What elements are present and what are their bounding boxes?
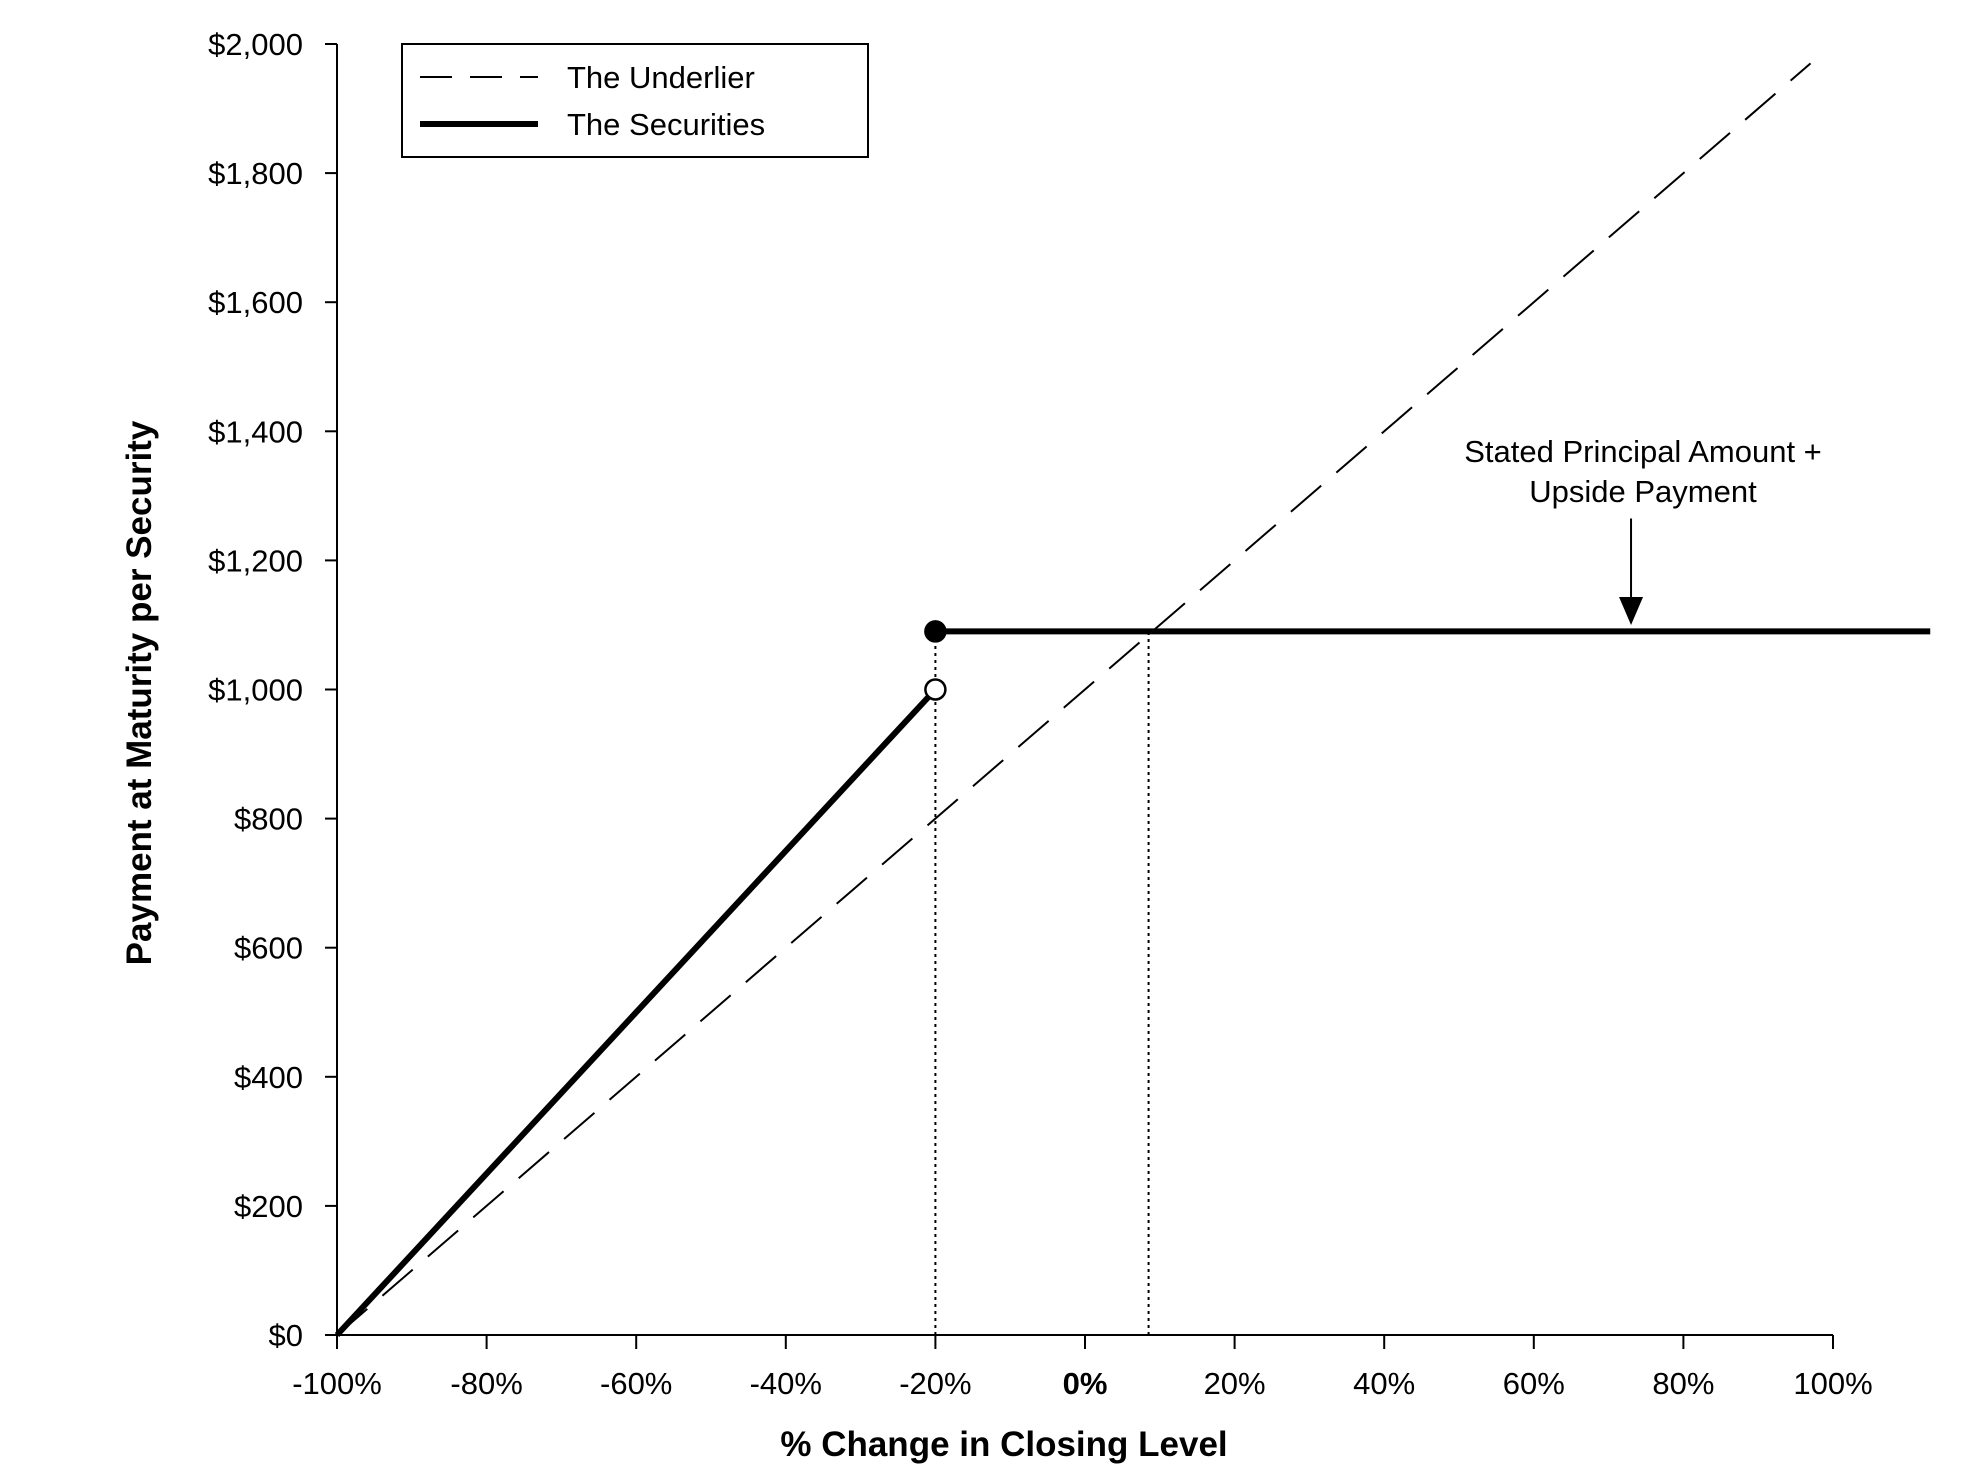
x-tick-label: 20% (1204, 1366, 1266, 1401)
x-tick-label: 40% (1353, 1366, 1415, 1401)
x-tick-label: -80% (450, 1366, 522, 1401)
y-tick-label: $200 (234, 1189, 303, 1224)
series-lines (334, 62, 1931, 1338)
x-axis-title: % Change in Closing Level (780, 1425, 1227, 1464)
legend: The Underlier The Securities (401, 43, 869, 158)
underlier-line (336, 62, 1812, 1336)
legend-label-securities: The Securities (567, 107, 765, 142)
x-tick-label: -20% (899, 1366, 971, 1401)
x-tick-label: 80% (1652, 1366, 1714, 1401)
annotation: Stated Principal Amount + Upside Payment (1464, 434, 1822, 625)
y-tick-label: $1,600 (208, 285, 303, 320)
legend-box (401, 43, 869, 158)
annotation-line-2: Upside Payment (1529, 474, 1757, 509)
annotation-line-1: Stated Principal Amount + (1464, 434, 1822, 469)
x-axis: -100% -80% -60% -40% -20% 0% 20% 40% 60% 80% 100% (292, 1334, 1873, 1401)
x-tick-label: 0% (1063, 1366, 1108, 1401)
legend-label-underlier: The Underlier (567, 60, 755, 95)
y-tick-label: $0 (269, 1318, 303, 1353)
x-tick-label: -100% (292, 1366, 382, 1401)
y-axis-title: Payment at Maturity per Security (120, 420, 159, 965)
x-tick-label: -40% (750, 1366, 822, 1401)
x-tick-label: -60% (600, 1366, 672, 1401)
y-tick-label: $1,200 (208, 543, 303, 578)
y-tick-label: $600 (234, 931, 303, 966)
x-tick-label: 100% (1793, 1366, 1872, 1401)
markers (924, 620, 947, 701)
annotation-arrow-head (1619, 596, 1644, 625)
filled-marker (924, 620, 947, 643)
y-tick-label: $400 (234, 1060, 303, 1095)
x-tick-label: 60% (1503, 1366, 1565, 1401)
y-tick-label: $2,000 (208, 27, 303, 62)
y-tick-label: $1,400 (208, 414, 303, 449)
open-marker (924, 678, 947, 701)
y-tick-label: $1,800 (208, 156, 303, 191)
y-tick-label: $800 (234, 802, 303, 837)
reference-lines (934, 631, 1150, 1335)
y-tick-label: $1,000 (208, 673, 303, 708)
securities-line (334, 687, 938, 1338)
y-axis: $0 $200 $400 $600 $800 $1,000 $1,200 $1,400 $1,6… (208, 27, 338, 1353)
